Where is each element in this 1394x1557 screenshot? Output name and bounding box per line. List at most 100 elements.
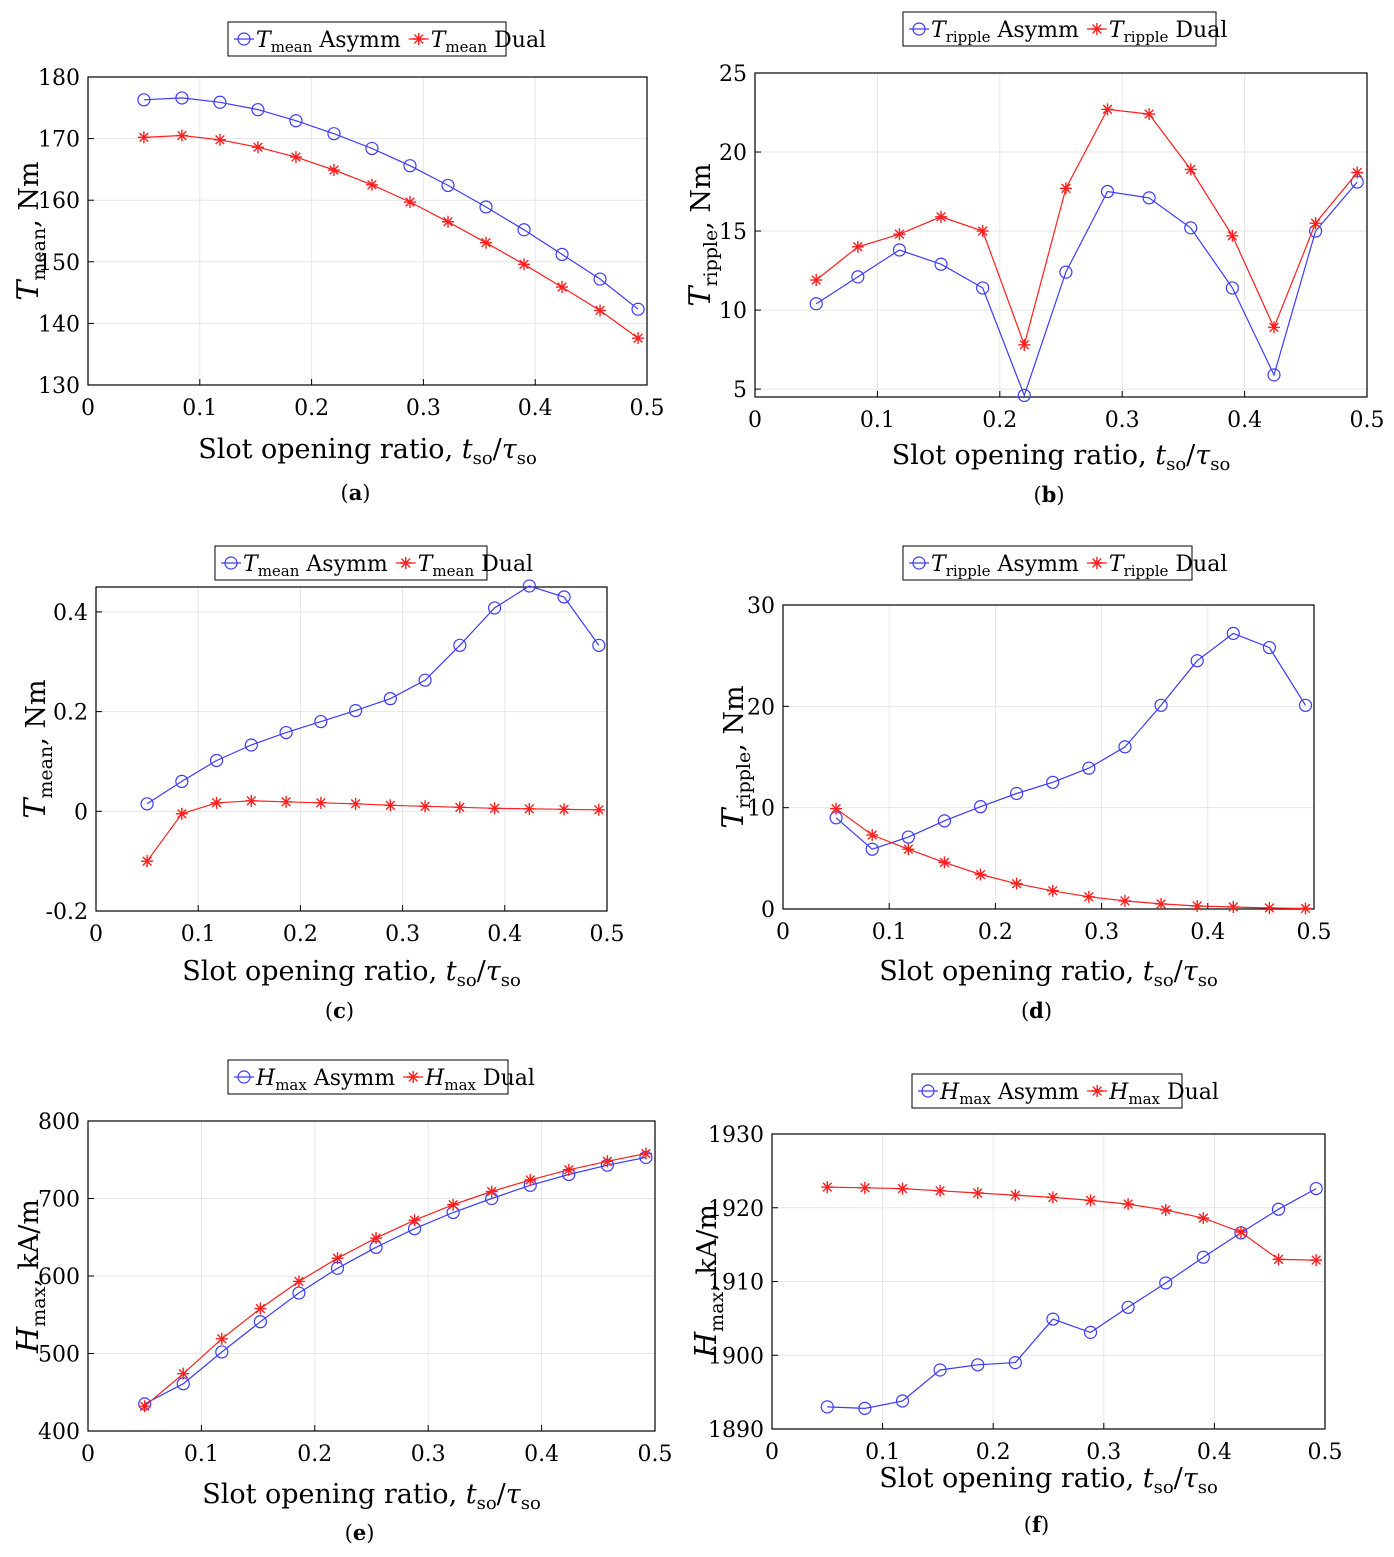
data-point-asymm xyxy=(892,243,907,257)
x-tick-label: 0.2 xyxy=(297,1442,332,1467)
legend-symbol: T xyxy=(256,28,273,53)
x-tick-label: 0 xyxy=(776,920,790,945)
data-point-asymm xyxy=(403,159,417,173)
x-tick-label: 0 xyxy=(748,408,762,433)
y-axis-label: Tripple, Nm xyxy=(683,163,722,306)
legend-marker-circle xyxy=(912,22,926,36)
legend-label: Hmax Asymm xyxy=(939,1080,1079,1108)
legend-text: Dual xyxy=(476,1066,535,1091)
y-axis-label-unit: , Nm xyxy=(686,163,717,229)
x-axis-label-den-sub: so xyxy=(1210,454,1230,475)
data-point-dual xyxy=(254,1302,267,1315)
data-point-asymm xyxy=(901,830,915,844)
legend-subscript: mean xyxy=(271,38,313,56)
data-point-asymm xyxy=(253,1315,267,1329)
data-point-asymm xyxy=(1309,1181,1323,1196)
data-point-dual xyxy=(175,807,188,820)
data-point-dual xyxy=(245,794,258,807)
y-axis-label-subscript: max xyxy=(28,1286,50,1326)
data-point-dual xyxy=(518,258,531,271)
y-axis-label-symbol: T xyxy=(683,285,718,307)
legend-subscript: max xyxy=(275,1076,307,1094)
y-tick-label: 1890 xyxy=(708,1418,764,1443)
data-point-asymm xyxy=(522,579,536,593)
y-axis-label-subscript: ripple xyxy=(733,752,755,809)
y-tick-label: 0.4 xyxy=(53,601,88,626)
legend-label: Tripple Asymm xyxy=(931,552,1079,580)
legend-text: Dual xyxy=(474,552,533,577)
legend: Tmean Asymm Tmean Dual xyxy=(214,545,533,581)
data-point-dual xyxy=(419,800,432,813)
data-point-asymm xyxy=(175,91,189,105)
series-line-asymm xyxy=(827,1188,1317,1410)
legend-symbol: T xyxy=(243,552,260,577)
y-axis-label-unit: , kA/m xyxy=(692,1204,723,1292)
legend-marker-circle xyxy=(912,556,926,570)
legend-symbol: H xyxy=(255,1066,276,1091)
y-tick-label: 130 xyxy=(38,374,80,399)
data-point-dual xyxy=(896,1182,909,1195)
legend-symbol: T xyxy=(431,28,448,53)
data-point-asymm xyxy=(365,141,379,156)
data-point-asymm xyxy=(934,257,948,271)
data-point-asymm xyxy=(213,95,227,109)
data-point-dual xyxy=(453,801,466,814)
data-point-dual xyxy=(1191,899,1204,912)
data-point-asymm xyxy=(441,178,455,193)
y-tick-label: 0 xyxy=(74,800,88,825)
plot-area xyxy=(783,605,1314,909)
data-point-dual xyxy=(592,803,605,816)
caption-letter: f xyxy=(1032,1512,1043,1537)
x-axis-label-text: Slot opening ratio, xyxy=(202,1479,466,1510)
x-axis-label: Slot opening ratio, tso/τso xyxy=(182,956,521,991)
data-point-asymm xyxy=(809,297,823,311)
x-tick-label: 0.5 xyxy=(1297,920,1332,945)
x-tick-label: 0.2 xyxy=(976,1440,1011,1465)
plot-area xyxy=(96,587,607,911)
legend: Tmean Asymm Tmean Dual xyxy=(227,21,546,57)
legend-marker-star xyxy=(1091,1085,1104,1097)
data-point-dual xyxy=(1227,900,1240,913)
data-point-dual xyxy=(1226,229,1239,242)
caption-open: ( xyxy=(340,481,348,505)
legend-subscript: max xyxy=(959,1090,991,1108)
data-point-asymm xyxy=(858,1401,872,1415)
x-axis-label: Slot opening ratio, tso/τso xyxy=(879,1463,1218,1498)
x-tick-label: 0.3 xyxy=(411,1442,446,1467)
y-tick-label: 1900 xyxy=(708,1344,764,1369)
panel-caption: (a) xyxy=(340,480,370,505)
caption-open: ( xyxy=(1024,1513,1032,1537)
legend-subscript: ripple xyxy=(946,562,991,580)
x-axis-label-slash: / xyxy=(493,434,503,465)
legend-text: Asymm xyxy=(991,18,1079,43)
data-point-asymm xyxy=(251,103,265,117)
data-point-dual xyxy=(137,131,150,144)
data-point-asymm xyxy=(140,797,154,811)
data-point-asymm xyxy=(137,93,151,107)
y-tick-label: 5 xyxy=(733,378,747,403)
legend-symbol: T xyxy=(1109,552,1126,577)
legend: Tripple Asymm Tripple Dual xyxy=(902,545,1227,581)
data-point-asymm xyxy=(348,704,363,718)
x-tick-label: 0 xyxy=(765,1440,779,1465)
data-point-asymm xyxy=(1159,1276,1173,1290)
data-point-asymm xyxy=(1059,265,1073,279)
data-point-asymm xyxy=(555,247,569,262)
y-tick-label: 0.2 xyxy=(53,701,88,726)
legend-subscript: max xyxy=(1128,1090,1160,1108)
data-point-dual xyxy=(594,304,607,317)
data-point-asymm xyxy=(557,590,571,604)
data-point-asymm xyxy=(1225,281,1239,295)
x-axis-label-den: τ xyxy=(486,956,502,987)
data-point-dual xyxy=(1155,897,1168,910)
x-axis-label-den: τ xyxy=(502,434,518,465)
x-axis-label-num-sub: so xyxy=(457,970,477,991)
axes-box xyxy=(754,72,1368,398)
data-point-asymm xyxy=(517,223,531,237)
x-tick-label: 0.1 xyxy=(182,396,217,421)
legend-symbol: T xyxy=(931,552,948,577)
x-axis-label-den: τ xyxy=(1195,440,1211,471)
data-point-dual xyxy=(858,1181,871,1194)
